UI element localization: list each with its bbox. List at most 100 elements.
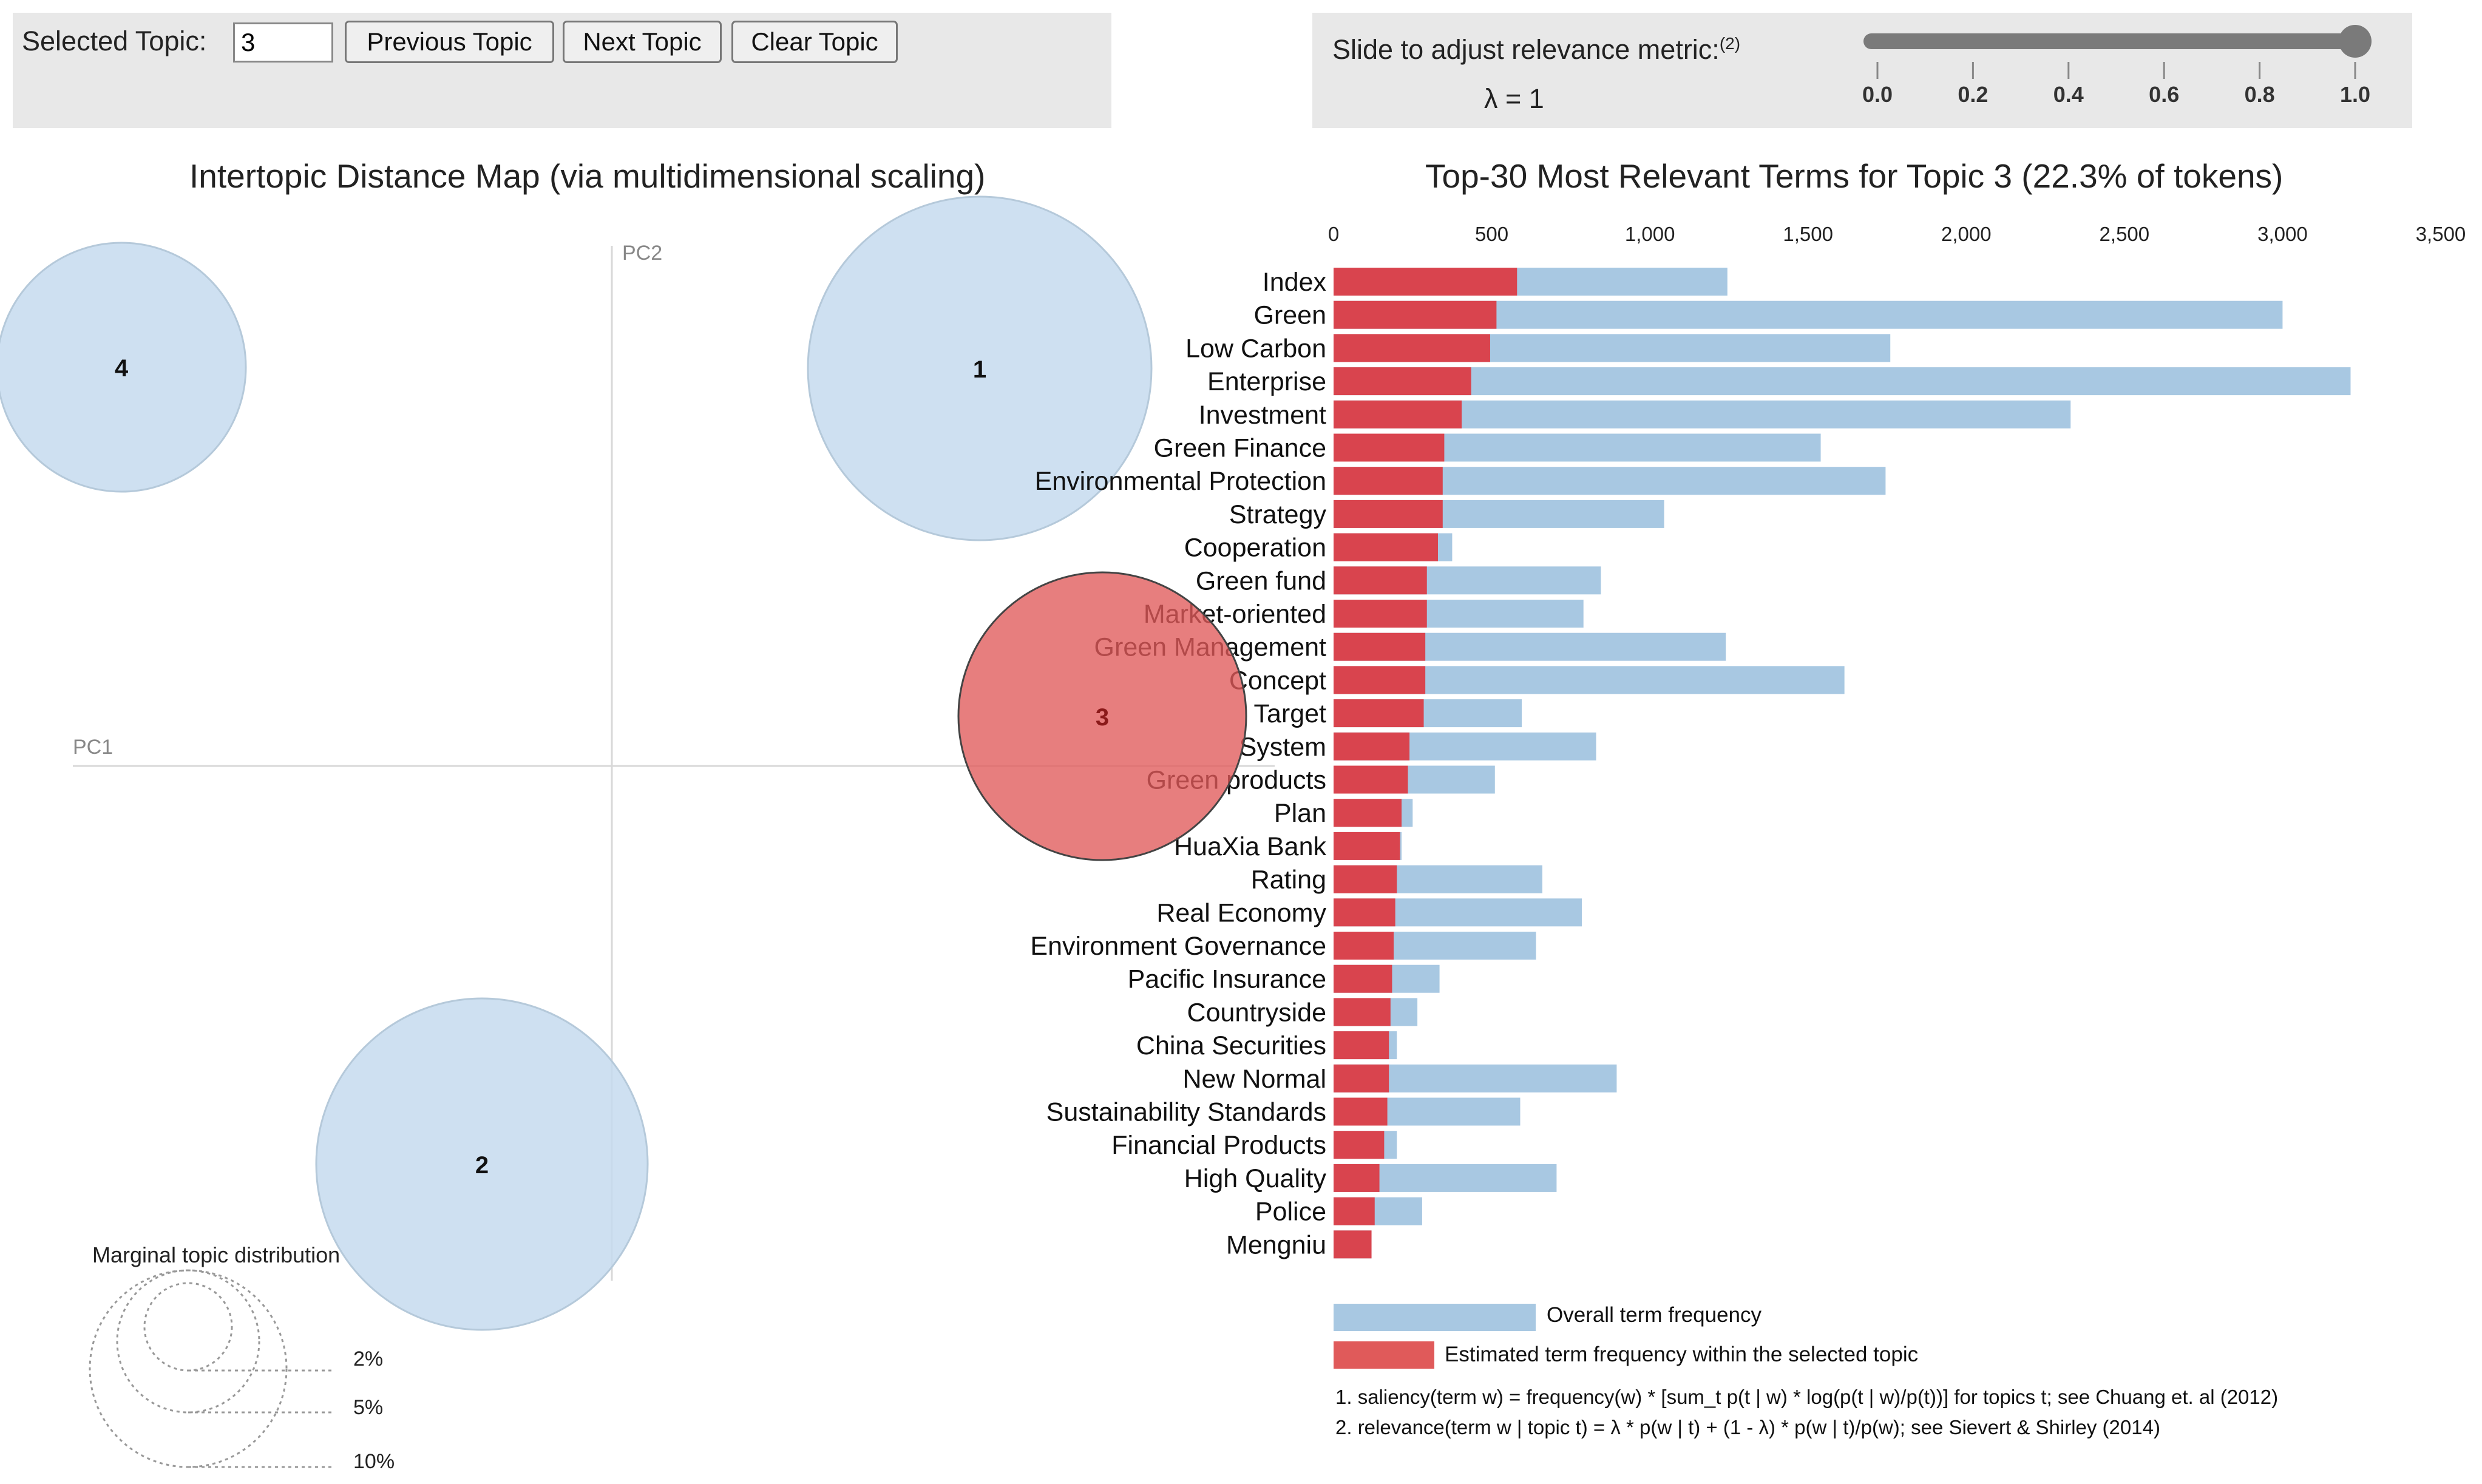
slider-label: Slide to adjust relevance metric:(2) (1332, 34, 1740, 66)
legend-label-10pct: 10% (353, 1450, 395, 1473)
slider-handle[interactable] (2339, 25, 2372, 58)
topic-circle-1-label[interactable]: 1 (973, 356, 986, 383)
term-label[interactable]: Enterprise (1207, 367, 1326, 396)
topic-frequency-bar[interactable] (1334, 732, 1410, 761)
term-label[interactable]: High Quality (1184, 1164, 1327, 1193)
term-label[interactable]: System (1239, 733, 1326, 762)
previous-topic-button[interactable]: Previous Topic (345, 21, 554, 63)
topic-frequency-bar[interactable] (1334, 865, 1397, 893)
relevance-slider[interactable]: 0.0 0.2 0.4 0.6 0.8 1.0 (0, 0, 2482, 158)
topic-circle-3-label[interactable]: 3 (1096, 704, 1109, 731)
topic-frequency-bar[interactable] (1334, 1197, 1375, 1225)
term-label[interactable]: Low Carbon (1185, 334, 1326, 363)
term-label[interactable]: Pacific Insurance (1128, 965, 1326, 994)
relevance-footnote: 2. relevance(term w | topic t) = λ * p(w… (1335, 1416, 2160, 1438)
term-label[interactable]: Environment Governance (1030, 932, 1326, 961)
topic-circle-3[interactable]: 3 (957, 571, 1247, 861)
term-label[interactable]: Sustainability Standards (1046, 1098, 1326, 1127)
pc1-label: PC1 (73, 736, 113, 759)
next-topic-button[interactable]: Next Topic (563, 21, 722, 63)
topic-frequency-bar[interactable] (1334, 1031, 1389, 1060)
topic-frequency-bar[interactable] (1334, 998, 1391, 1026)
term-label[interactable]: Index (1263, 268, 1327, 297)
topic-frequency-bar[interactable] (1334, 367, 1471, 396)
topic-frequency-bar[interactable] (1334, 600, 1427, 628)
topic-frequency-bar[interactable] (1334, 832, 1400, 860)
topic-circle-2-label[interactable]: 2 (475, 1152, 489, 1179)
topic-frequency-bar[interactable] (1334, 632, 1426, 661)
topic-circle-3-shape[interactable] (957, 571, 1247, 861)
selected-topic-input[interactable] (233, 22, 333, 63)
relevance-slider-panel (1312, 13, 2412, 128)
topic-frequency-bar[interactable] (1334, 334, 1490, 362)
term-label[interactable]: Rating (1251, 866, 1326, 895)
topic-frequency-bar[interactable] (1334, 666, 1426, 694)
x-tick-label: 0 (1328, 223, 1339, 245)
term-label[interactable]: Green (1253, 301, 1326, 330)
term-label[interactable]: Plan (1274, 799, 1326, 828)
topic-frequency-bar[interactable] (1334, 300, 1497, 329)
term-label[interactable]: Target (1253, 699, 1326, 728)
topic-frequency-bar[interactable] (1334, 799, 1402, 827)
topic-frequency-bar[interactable] (1334, 1230, 1372, 1259)
topic-frequency-bar[interactable] (1334, 1131, 1385, 1159)
term-label[interactable]: Environmental Protection (1035, 467, 1326, 496)
topic-frequency-bar[interactable] (1334, 1164, 1380, 1192)
topic-circle-2-shape[interactable] (315, 997, 649, 1331)
topic-frequency-bar[interactable] (1334, 932, 1394, 960)
x-tick-label: 1,000 (1625, 223, 1675, 245)
term-label[interactable]: Mengniu (1226, 1230, 1326, 1259)
topic-frequency-bar[interactable] (1334, 268, 1517, 296)
topic-frequency-bar[interactable] (1334, 765, 1408, 794)
topic-frequency-swatch (1334, 1341, 1434, 1369)
topic-circle-4-shape[interactable] (0, 242, 247, 493)
term-label[interactable]: HuaXia Bank (1174, 832, 1326, 861)
map-title: Intertopic Distance Map (via multidimens… (189, 157, 986, 195)
topic-frequency-bar[interactable] (1334, 1064, 1389, 1093)
clear-topic-button[interactable]: Clear Topic (731, 21, 898, 63)
topic-circle-2[interactable]: 2 (315, 997, 649, 1331)
term-label[interactable]: New Normal (1182, 1065, 1326, 1094)
term-label[interactable]: Real Economy (1156, 898, 1326, 927)
topic-frequency-bar[interactable] (1334, 566, 1427, 595)
term-label[interactable]: Strategy (1229, 500, 1327, 529)
saliency-footnote: 1. saliency(term w) = frequency(w) * [su… (1335, 1386, 2279, 1408)
selected-topic-label: Selected Topic: (22, 25, 207, 56)
slider-track[interactable] (1863, 33, 2355, 49)
topic-frequency-bar[interactable] (1334, 1097, 1388, 1126)
lambda-value: λ = 1 (1484, 83, 1544, 114)
term-label[interactable]: Concept (1229, 666, 1326, 695)
legend-circle-5pct (116, 1269, 260, 1414)
topic-frequency-bar[interactable] (1334, 433, 1445, 462)
topic-frequency-bar[interactable] (1334, 898, 1395, 927)
term-label[interactable]: Countryside (1187, 998, 1326, 1027)
term-label[interactable]: Green fund (1196, 566, 1326, 595)
topic-circle-4-label[interactable]: 4 (115, 355, 129, 382)
topic-frequency-bar[interactable] (1334, 467, 1443, 495)
term-label[interactable]: Police (1255, 1198, 1326, 1227)
x-tick-label: 500 (1475, 223, 1508, 245)
topic-circle-1-shape[interactable] (807, 195, 1153, 541)
marginal-legend-circles (89, 1269, 334, 1468)
term-label[interactable]: Cooperation (1184, 534, 1326, 563)
term-label[interactable]: China Securities (1136, 1031, 1326, 1060)
topic-frequency-bar[interactable] (1334, 964, 1392, 993)
topic-frequency-bar[interactable] (1334, 699, 1424, 728)
bar-chart-title: Top-30 Most Relevant Terms for Topic 3 (… (1425, 157, 2284, 195)
topic-frequency-label: Estimated term frequency within the sele… (1445, 1343, 1918, 1366)
marginal-legend-title: Marginal topic distribution (92, 1242, 340, 1267)
topic-frequency-bar[interactable] (1334, 533, 1438, 561)
term-label[interactable]: Investment (1199, 401, 1326, 430)
overall-frequency-bar[interactable] (1334, 367, 2351, 396)
topic-frequency-bar[interactable] (1334, 400, 1462, 429)
topic-circle-1[interactable]: 1 (807, 195, 1153, 541)
term-label[interactable]: Green Finance (1154, 434, 1326, 463)
slider-tick-label: 0.2 (1958, 82, 1988, 107)
slider-tick-label: 0.6 (2149, 82, 2179, 107)
topic-circle-4[interactable]: 4 (0, 242, 247, 493)
topic-frequency-bar[interactable] (1334, 500, 1443, 528)
term-label[interactable]: Financial Products (1111, 1131, 1326, 1160)
legend-label-5pct: 5% (353, 1396, 383, 1419)
slider-tick-label: 0.8 (2245, 82, 2275, 107)
